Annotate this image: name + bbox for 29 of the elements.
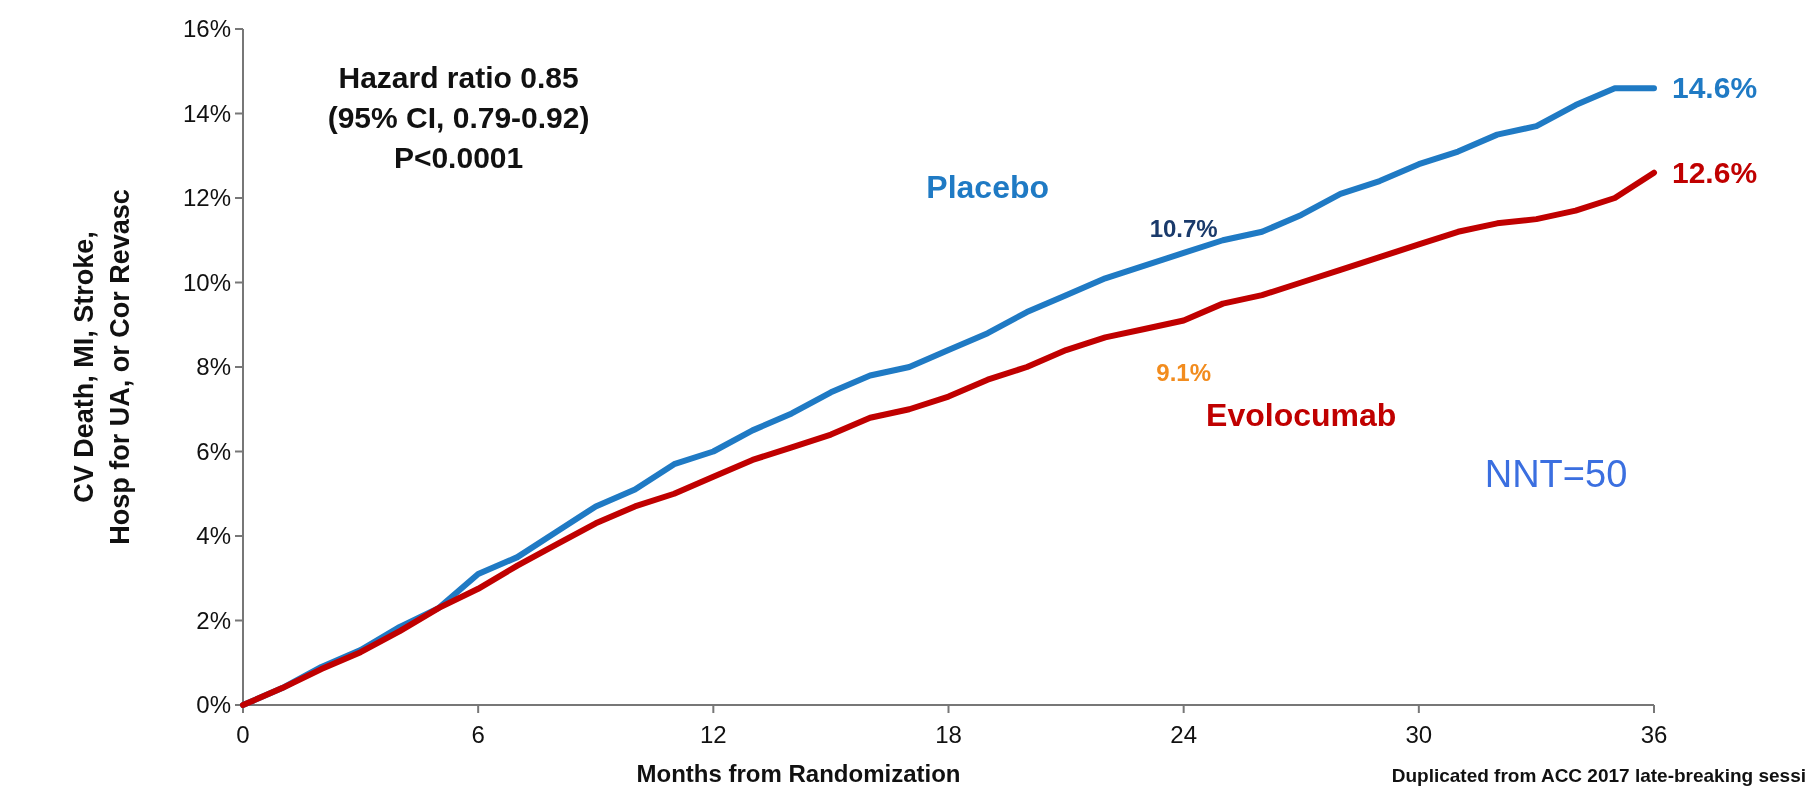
x-axis-title: Months from Randomization <box>636 760 961 787</box>
y-tick-label: 10% <box>182 268 231 296</box>
annotation: P<0.0001 <box>393 141 524 174</box>
text: Placebo <box>926 169 1050 205</box>
annotation: 10.7% <box>1149 214 1218 242</box>
y-axis-title: CV Death, MI, Stroke, Hosp for UA, or Cor Revasc <box>69 189 135 545</box>
y-tick-label: 2% <box>196 606 231 634</box>
x-tick-label: 24 <box>1170 721 1198 748</box>
x-tick-label: 36 <box>1640 721 1668 748</box>
y-tick-label: 6% <box>196 437 231 465</box>
x-tick-label: 12 <box>699 721 727 748</box>
y-tick-label: 16% <box>182 15 231 42</box>
x-tick-label: 18 <box>935 721 962 748</box>
y-tick-label: 8% <box>196 353 231 380</box>
annotation: (95% CI, 0.79-0.92) <box>327 101 590 134</box>
y-tick-label: 4% <box>196 522 231 549</box>
text: Duplicated from ACC 2017 late-breaking sessi <box>1391 765 1806 786</box>
x-tick-label: 30 <box>1405 721 1433 748</box>
x-tick-label: 6 <box>471 721 485 748</box>
annotation: 9.1% <box>1156 358 1212 386</box>
text: 12.6% <box>1672 155 1758 189</box>
annotation: Hazard ratio 0.85 <box>338 61 579 94</box>
text: 14.6% <box>1672 71 1758 105</box>
y-tick-label: 12% <box>182 184 231 211</box>
text: Evolocumab <box>1206 397 1397 434</box>
y-tick-label: 14% <box>182 99 231 127</box>
x-tick-label: 0 <box>236 721 250 748</box>
annotation: NNT=50 <box>1484 452 1628 495</box>
y-tick-label: 0% <box>196 691 231 718</box>
